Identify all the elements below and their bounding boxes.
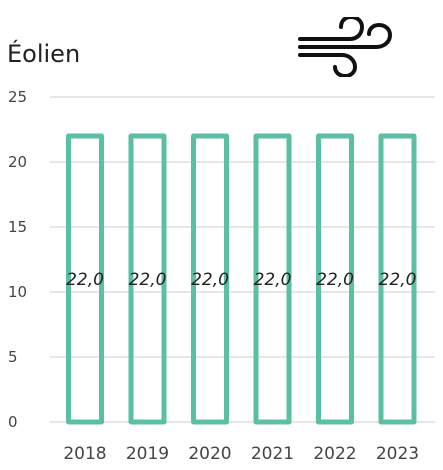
y-tick-label: 20 [8, 153, 27, 171]
y-axis-ticks: 0 5 10 15 20 25 [8, 88, 27, 431]
data-label: 22,0 [254, 270, 292, 290]
bar [316, 133, 354, 425]
y-tick-label: 0 [8, 413, 18, 431]
y-tick-label: 15 [8, 218, 27, 236]
x-tick-label: 2023 [376, 444, 419, 464]
y-tick-label: 10 [8, 283, 27, 301]
data-label: 22,0 [379, 270, 417, 290]
x-tick-label: 2018 [63, 444, 106, 464]
x-axis-ticks: 2018 2019 2020 2021 2022 2023 [63, 444, 419, 464]
data-label: 22,0 [129, 270, 167, 290]
bar [128, 133, 167, 425]
chart-title: Éolien [7, 40, 81, 68]
y-tick-label: 5 [8, 348, 18, 366]
x-tick-label: 2021 [251, 444, 294, 464]
wind-icon [298, 17, 393, 77]
grid-layer [50, 96, 435, 423]
bar [378, 133, 417, 425]
x-tick-label: 2020 [188, 444, 231, 464]
data-labels: 22,0 22,0 22,0 22,0 22,0 22,0 [66, 270, 416, 290]
data-label: 22,0 [316, 270, 354, 290]
bar [66, 133, 104, 425]
x-tick-label: 2022 [313, 444, 356, 464]
bar [253, 133, 292, 425]
y-tick-label: 25 [8, 88, 27, 106]
bars [66, 133, 417, 425]
data-label: 22,0 [191, 270, 229, 290]
data-label: 22,0 [66, 270, 104, 290]
x-tick-label: 2019 [126, 444, 169, 464]
bar [191, 133, 229, 425]
